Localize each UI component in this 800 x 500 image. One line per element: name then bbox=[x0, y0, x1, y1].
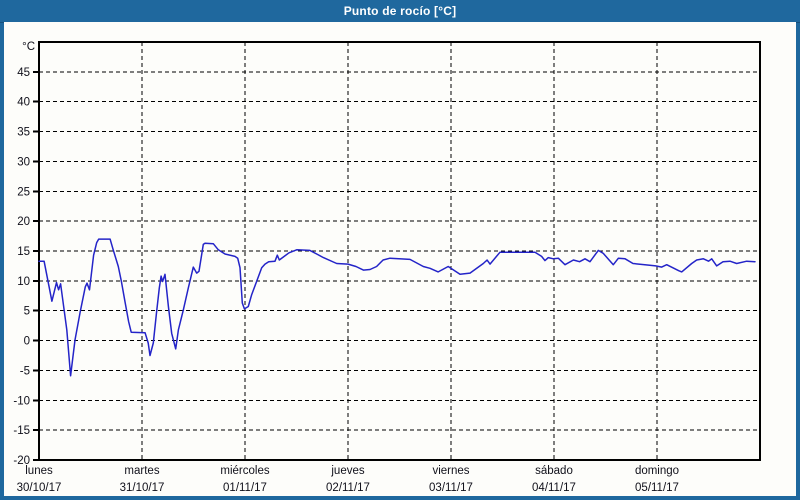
y-axis-label: 40 bbox=[17, 97, 30, 109]
y-axis-label: 30 bbox=[17, 156, 30, 168]
y-axis-label: 10 bbox=[17, 276, 30, 288]
dewpoint-line bbox=[38, 238, 756, 377]
y-axis-label: 5 bbox=[24, 306, 30, 318]
dewpoint-line-chart: 45 40 35 30 25 20 15 10 5 0 -5 -10 -15 -20 °C lunes 30/1… bbox=[13, 41, 761, 494]
y-axis-label: -5 bbox=[20, 365, 30, 377]
x-axis-day-label: martes bbox=[124, 465, 159, 477]
x-axis-date-label: 02/11/17 bbox=[326, 482, 370, 494]
x-axis-day-label: domingo bbox=[635, 465, 679, 477]
x-axis-date-label: 05/11/17 bbox=[635, 482, 679, 494]
x-axis-day-label: sábado bbox=[535, 465, 573, 477]
chart-panel: 45 40 35 30 25 20 15 10 5 0 -5 -10 -15 -20 °C lunes 30/1… bbox=[4, 22, 796, 496]
y-axis-label: -20 bbox=[13, 455, 30, 467]
y-axis-unit-label: °C bbox=[22, 41, 35, 53]
x-axis-date-label: 31/10/17 bbox=[120, 482, 165, 494]
y-axis-label: 0 bbox=[24, 336, 30, 348]
y-axis-label: 35 bbox=[17, 127, 30, 139]
x-axis-day-label: viernes bbox=[432, 465, 469, 477]
chart-title-bar: Punto de rocío [°C] bbox=[0, 0, 800, 23]
y-axis-label: 25 bbox=[17, 186, 30, 198]
x-axis-date-label: 04/11/17 bbox=[532, 482, 576, 494]
x-axis-date-label: 03/11/17 bbox=[429, 482, 473, 494]
x-axis-day-label: miércoles bbox=[220, 465, 269, 477]
x-axis-day-label: jueves bbox=[330, 465, 364, 477]
y-axis-label: 15 bbox=[17, 246, 30, 258]
y-axis-label: -15 bbox=[13, 425, 30, 437]
y-axis-label: -10 bbox=[13, 395, 30, 407]
x-axis-date-label: 01/11/17 bbox=[223, 482, 267, 494]
y-axis-label: 20 bbox=[17, 216, 30, 228]
chart-title: Punto de rocío [°C] bbox=[343, 4, 457, 18]
x-axis-date-label: 30/10/17 bbox=[17, 482, 62, 494]
y-axis-label: 45 bbox=[17, 67, 30, 79]
x-axis-day-label: lunes bbox=[25, 465, 53, 477]
